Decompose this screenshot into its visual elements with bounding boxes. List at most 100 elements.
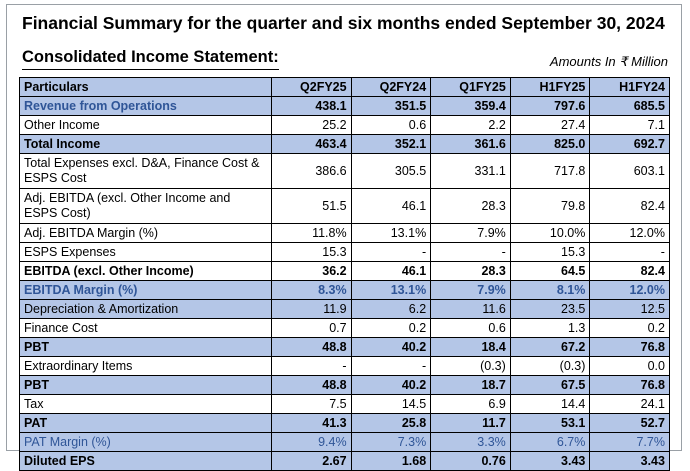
cell-value: 438.1: [271, 96, 352, 116]
cell-value: -: [350, 356, 432, 376]
row-label: Total Income: [19, 134, 272, 154]
cell-value: 305.5: [350, 153, 432, 189]
cell-value: 0.76: [430, 451, 511, 471]
table-row: Total Income 463.4 352.1 361.6 825.0 692.7: [19, 134, 670, 154]
cell-value: 11.9: [271, 299, 352, 319]
cell-value: 6.9: [430, 394, 511, 414]
row-label: PAT: [19, 413, 272, 433]
cell-value: 361.6: [430, 134, 511, 154]
cell-value: 14.4: [509, 394, 591, 414]
cell-value: 76.8: [589, 337, 670, 357]
cell-value: 1.3: [509, 318, 591, 338]
row-label: PBT: [19, 337, 272, 357]
cell-value: 7.3%: [350, 432, 432, 452]
section-subtitle: Consolidated Income Statement:: [22, 48, 279, 70]
cell-value: 603.1: [589, 153, 670, 189]
cell-value: 28.3: [430, 188, 511, 224]
table-row: EBITDA (excl. Other Income) 36.2 46.1 28.3 6…: [19, 261, 670, 281]
cell-value: 825.0: [509, 134, 591, 154]
row-label: PBT: [19, 375, 272, 395]
row-label: Other Income: [19, 115, 272, 135]
cell-value: 13.1%: [350, 223, 432, 243]
cell-value: 79.8: [509, 188, 591, 224]
cell-value: 797.6: [509, 96, 591, 116]
cell-value: 351.5: [350, 96, 432, 116]
table-row: EBITDA Margin (%) 8.3% 13.1% 7.9% 8.1% 12.0%: [19, 280, 670, 300]
cell-value: 28.3: [430, 261, 511, 281]
cell-value: 48.8: [271, 337, 352, 357]
cell-value: 82.4: [589, 188, 670, 224]
cell-value: 48.8: [271, 375, 352, 395]
column-header: Q2FY25: [271, 77, 352, 97]
cell-value: 67.5: [509, 375, 591, 395]
cell-value: 0.7: [271, 318, 352, 338]
cell-value: 2.67: [271, 451, 352, 471]
cell-value: (0.3): [430, 356, 511, 376]
cell-value: 25.8: [350, 413, 432, 433]
table-row: PBT 48.8 40.2 18.4 67.2 76.8: [19, 337, 670, 357]
cell-value: 7.9%: [430, 223, 511, 243]
cell-value: 2.2: [430, 115, 511, 135]
table-row: Adj. EBITDA (excl. Other Income and ESPS…: [19, 188, 670, 224]
row-label: Extraordinary Items: [19, 356, 272, 376]
cell-value: 23.5: [509, 299, 591, 319]
cell-value: 685.5: [589, 96, 670, 116]
column-header: Q1FY25: [430, 77, 511, 97]
cell-value: 7.5: [271, 394, 352, 414]
row-label: EBITDA Margin (%): [19, 280, 272, 300]
cell-value: 0.6: [430, 318, 511, 338]
table-row: Other Income 25.2 0.6 2.2 27.4 7.1: [19, 115, 670, 135]
row-label: PAT Margin (%): [19, 432, 272, 452]
row-label: Depreciation & Amortization: [19, 299, 272, 319]
cell-value: 0.2: [589, 318, 670, 338]
cell-value: 7.9%: [430, 280, 511, 300]
row-label: Adj. EBITDA Margin (%): [19, 223, 272, 243]
table-header-row: Particulars Q2FY25 Q2FY24 Q1FY25 H1FY25 …: [19, 77, 670, 97]
table-row: Revenue from Operations 438.1 351.5 359.4 79…: [19, 96, 670, 116]
cell-value: 13.1%: [350, 280, 432, 300]
row-label: Tax: [19, 394, 272, 414]
table-row: Finance Cost 0.7 0.2 0.6 1.3 0.2: [19, 318, 670, 338]
cell-value: 46.1: [350, 261, 432, 281]
cell-value: 15.3: [271, 242, 352, 262]
row-label: EBITDA (excl. Other Income): [19, 261, 272, 281]
cell-value: 12.5: [589, 299, 670, 319]
cell-value: -: [589, 242, 670, 262]
table-row: PAT Margin (%) 9.4% 7.3% 3.3% 6.7% 7.7%: [19, 432, 670, 452]
cell-value: -: [271, 356, 352, 376]
cell-value: 18.7: [430, 375, 511, 395]
cell-value: 0.2: [350, 318, 432, 338]
column-header: Q2FY24: [350, 77, 432, 97]
cell-value: 41.3: [271, 413, 352, 433]
cell-value: 46.1: [350, 188, 432, 224]
cell-value: 8.3%: [271, 280, 352, 300]
cell-value: 15.3: [509, 242, 591, 262]
income-statement-table: Particulars Q2FY25 Q2FY24 Q1FY25 H1FY25 …: [19, 77, 670, 471]
cell-value: 3.43: [509, 451, 591, 471]
row-label: Revenue from Operations: [19, 96, 272, 116]
cell-value: 386.6: [271, 153, 352, 189]
cell-value: 82.4: [589, 261, 670, 281]
cell-value: 0.6: [350, 115, 432, 135]
cell-value: 0.0: [589, 356, 670, 376]
cell-value: 352.1: [350, 134, 432, 154]
cell-value: 24.1: [589, 394, 670, 414]
cell-value: 11.8%: [271, 223, 352, 243]
cell-value: 717.8: [509, 153, 591, 189]
cell-value: -: [430, 242, 511, 262]
cell-value: 3.43: [589, 451, 670, 471]
cell-value: 6.2: [350, 299, 432, 319]
table-row: PAT 41.3 25.8 11.7 53.1 52.7: [19, 413, 670, 433]
cell-value: 12.0%: [589, 280, 670, 300]
cell-value: 53.1: [509, 413, 591, 433]
page-title: Financial Summary for the quarter and si…: [22, 13, 665, 33]
cell-value: 40.2: [350, 375, 432, 395]
cell-value: 18.4: [430, 337, 511, 357]
row-label: Diluted EPS: [19, 451, 272, 471]
cell-value: 10.0%: [509, 223, 591, 243]
column-header: H1FY24: [589, 77, 670, 97]
column-header: Particulars: [19, 77, 272, 97]
table-row: ESPS Expenses 15.3- -15.3-: [19, 242, 670, 262]
table-row: PBT 48.8 40.2 18.7 67.5 76.8: [19, 375, 670, 395]
cell-value: 52.7: [589, 413, 670, 433]
